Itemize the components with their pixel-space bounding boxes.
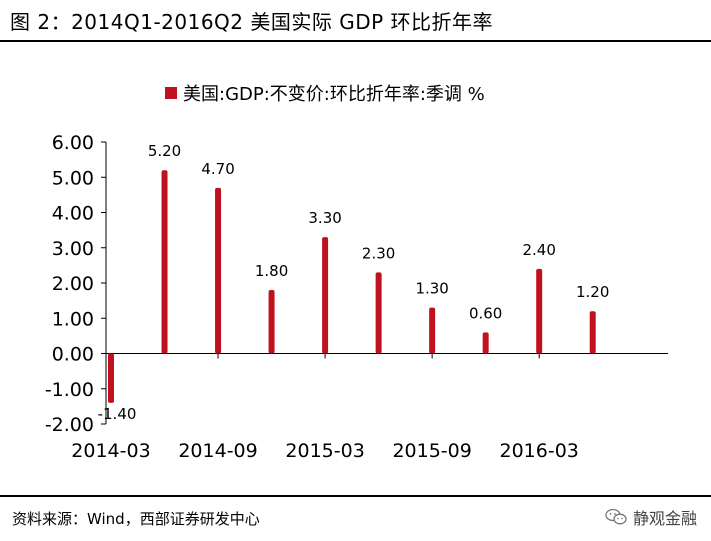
y-tick-label: -2.00	[45, 414, 94, 436]
brand-mark: 静观金融	[605, 505, 697, 529]
y-tick-label: 4.00	[52, 203, 94, 225]
wechat-icon	[605, 508, 627, 525]
legend-swatch	[165, 87, 177, 99]
data-label: 2.40	[522, 241, 555, 259]
y-tick-label: 3.00	[52, 238, 94, 260]
y-tick-label: 6.00	[52, 132, 94, 154]
chart-legend: 美国:GDP:不变价:环比折年率:季调 %	[165, 80, 485, 106]
y-tick-label: 2.00	[52, 273, 94, 295]
data-label: 1.30	[415, 280, 448, 298]
data-label: 3.30	[308, 209, 341, 227]
data-label: 1.20	[576, 283, 609, 301]
bar	[536, 268, 543, 354]
bar	[161, 170, 168, 354]
top-divider	[0, 40, 711, 42]
bar	[268, 290, 275, 354]
y-tick-label: 1.00	[52, 308, 94, 330]
x-tick-label: 2014-09	[178, 440, 257, 462]
brand-name: 静观金融	[632, 509, 697, 528]
page-title: 图 2：2014Q1-2016Q2 美国实际 GDP 环比折年率	[10, 10, 494, 34]
bar	[322, 237, 329, 354]
data-label: -1.40	[98, 405, 137, 423]
data-label: 0.60	[469, 304, 502, 322]
y-tick-label: 0.00	[52, 344, 94, 366]
x-tick-label: 2015-03	[285, 440, 364, 462]
x-tick-label: 2016-03	[499, 440, 578, 462]
legend-label: 美国:GDP:不变价:环比折年率:季调 %	[183, 84, 485, 105]
source-note: 资料来源：Wind，西部证券研发中心	[12, 510, 260, 528]
data-label: 4.70	[201, 160, 234, 178]
bar	[482, 332, 489, 354]
bar	[429, 307, 436, 354]
data-label: 2.30	[362, 244, 395, 262]
data-label: 1.80	[255, 262, 288, 280]
bottom-divider	[0, 495, 711, 497]
bar	[215, 187, 222, 354]
x-tick-label: 2015-09	[392, 440, 471, 462]
bar	[589, 311, 596, 354]
y-tick-label: 5.00	[52, 167, 94, 189]
bar	[108, 353, 114, 403]
bar-chart: 6.00 5.00 4.00 3.00 2.00 1.00 0.00 -1.00 -2.00 20…	[45, 132, 668, 462]
data-label: 5.20	[148, 142, 181, 160]
y-tick-label: -1.00	[45, 379, 94, 401]
x-tick-label: 2014-03	[71, 440, 150, 462]
bar	[375, 272, 382, 354]
